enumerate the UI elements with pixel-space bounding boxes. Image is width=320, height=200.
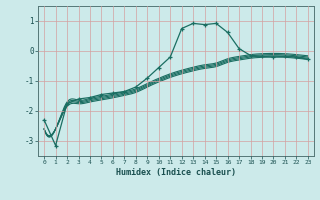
X-axis label: Humidex (Indice chaleur): Humidex (Indice chaleur) (116, 168, 236, 177)
